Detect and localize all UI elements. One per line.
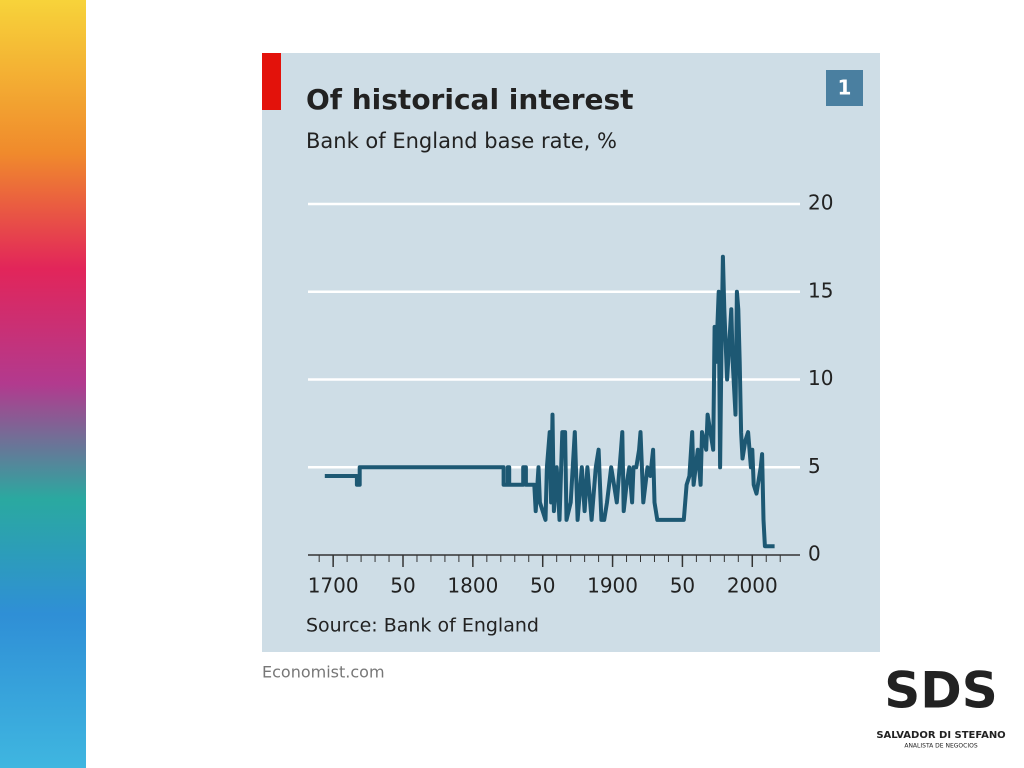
plot: 0 5 10 15 20 1700 50 1800 50 1900 50 2000 xyxy=(308,191,834,598)
source: Source: Bank of England xyxy=(306,615,539,637)
y-tick-label: 20 xyxy=(808,191,833,215)
y-tick-label: 15 xyxy=(808,278,833,302)
x-tick-label: 1800 xyxy=(447,574,498,598)
chart-subtitle: Bank of England base rate, % xyxy=(306,129,617,153)
logo-mark: SDS xyxy=(884,662,998,720)
y-tick-label: 10 xyxy=(808,366,833,390)
decor-stripe xyxy=(0,0,86,768)
rate-line xyxy=(324,254,775,549)
x-tick-label: 2000 xyxy=(727,574,778,598)
credit: Economist.com xyxy=(262,663,385,682)
logo-name: SALVADOR DI STEFANO xyxy=(876,730,1005,741)
badge: 1 xyxy=(838,76,852,100)
red-tab xyxy=(262,53,281,110)
badge-box xyxy=(826,70,863,106)
chart-title: Of historical interest xyxy=(306,83,634,116)
y-tick-label: 0 xyxy=(808,542,821,566)
logo-tagline: ANALISTA DE NEGOCIOS xyxy=(904,743,977,750)
x-tick-label: 1700 xyxy=(308,574,359,598)
x-tick-label: 50 xyxy=(390,574,415,598)
y-tick-label: 5 xyxy=(808,454,821,478)
x-tick-label: 1900 xyxy=(587,574,638,598)
x-tick-label: 50 xyxy=(670,574,695,598)
x-tick-label: 50 xyxy=(530,574,555,598)
chart-panel xyxy=(262,53,880,652)
